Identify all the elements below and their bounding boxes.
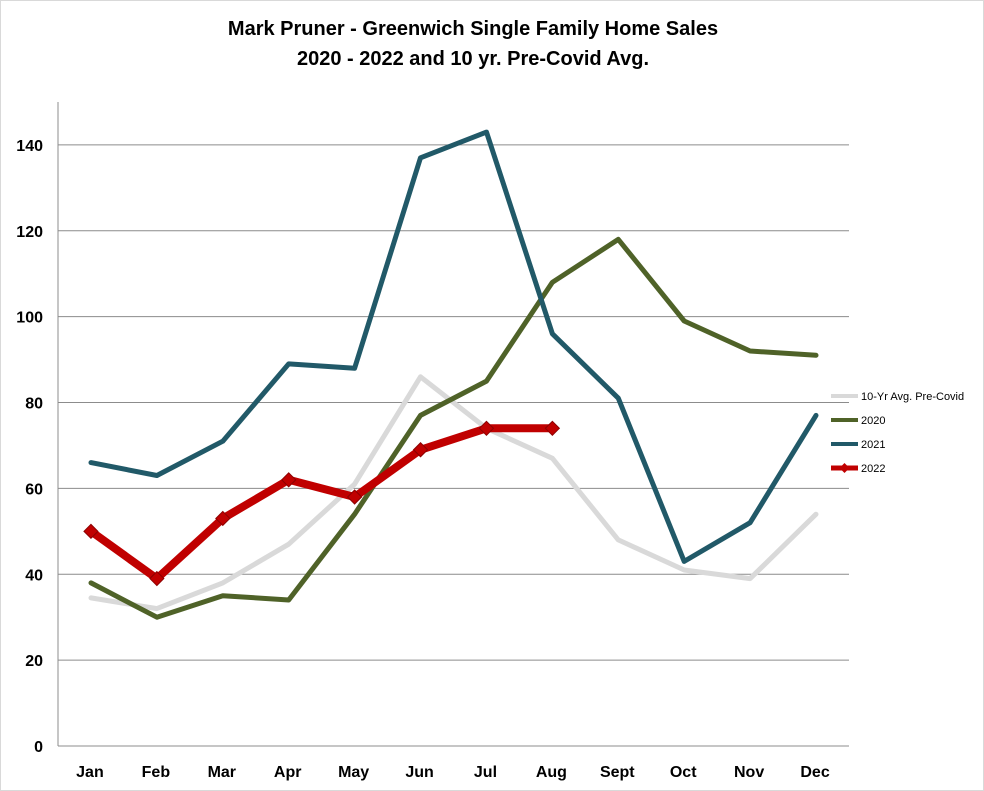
legend: 10-Yr Avg. Pre-Covid 2020 2021 2022 <box>831 391 964 475</box>
data-point-marker <box>544 420 561 437</box>
series-2020 <box>88 236 819 620</box>
y-axis-ticks: 0 20 40 60 80 100 120 140 <box>16 138 43 756</box>
series-lines <box>83 129 819 620</box>
legend-label: 2022 <box>861 463 885 475</box>
x-axis-ticks: Jan Feb Mar Apr May Jun Jul Aug Sept Oct Nov Dec <box>76 764 830 781</box>
series-line <box>88 129 819 564</box>
legend-item: 2020 <box>831 415 885 427</box>
legend-label: 10-Yr Avg. Pre-Covid <box>861 391 964 403</box>
data-point-marker <box>412 442 429 458</box>
x-tick-label: Aug <box>536 764 567 781</box>
series-2022 <box>83 420 561 587</box>
x-tick-label: Jun <box>405 764 433 781</box>
legend-marker <box>839 463 850 473</box>
y-tick-label: 140 <box>16 138 43 155</box>
legend-item: 2021 <box>831 439 885 451</box>
y-tick-label: 0 <box>34 739 43 756</box>
series-2021 <box>88 129 819 564</box>
data-point-marker <box>281 472 297 488</box>
data-point-marker <box>215 510 231 527</box>
data-point-marker <box>478 420 495 437</box>
x-tick-label: Feb <box>142 764 171 781</box>
legend-label: 2020 <box>861 415 885 427</box>
series-10-yr-avg-pre-covid <box>88 374 819 612</box>
axes <box>57 102 849 747</box>
x-tick-label: Jan <box>76 764 104 781</box>
x-tick-label: Jul <box>474 764 497 781</box>
legend-label: 2021 <box>861 439 885 451</box>
gridlines <box>58 144 849 661</box>
x-tick-label: Apr <box>274 764 302 781</box>
x-tick-label: May <box>338 764 369 781</box>
data-point-marker <box>149 570 165 587</box>
series-line <box>88 374 819 612</box>
y-tick-label: 100 <box>16 310 43 327</box>
x-tick-label: Dec <box>800 764 829 781</box>
y-tick-label: 20 <box>25 653 43 670</box>
data-point-marker <box>83 523 99 540</box>
series-line <box>88 236 819 620</box>
legend-item: 10-Yr Avg. Pre-Covid <box>831 391 964 403</box>
x-tick-label: Oct <box>670 764 697 781</box>
chart-title: Mark Pruner - Greenwich Single Family Ho… <box>228 18 718 40</box>
x-tick-label: Mar <box>208 764 236 781</box>
y-tick-label: 120 <box>16 224 43 241</box>
series-line <box>87 424 557 583</box>
y-tick-label: 40 <box>25 567 43 584</box>
data-point-marker <box>346 489 363 505</box>
x-tick-label: Sept <box>600 764 635 781</box>
legend-item: 2022 <box>831 463 885 475</box>
y-tick-label: 60 <box>25 481 43 498</box>
y-tick-label: 80 <box>25 396 43 413</box>
x-tick-label: Nov <box>734 764 764 781</box>
chart-subtitle: 2020 - 2022 and 10 yr. Pre-Covid Avg. <box>297 48 649 70</box>
